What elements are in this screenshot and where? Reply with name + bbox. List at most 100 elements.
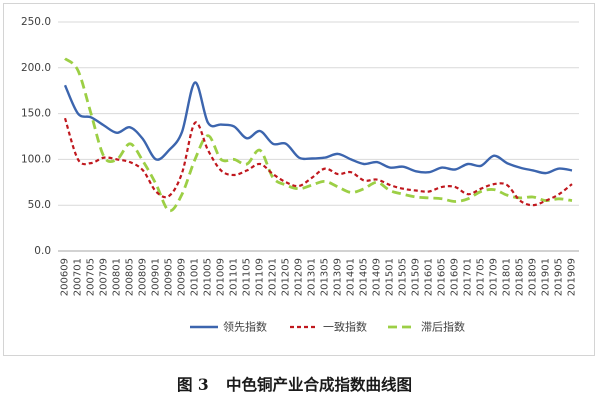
y-axis-tick-labels: 0.0 50.0 100.0 150.0 200.0 250.0 — [21, 16, 51, 257]
coincident-index-point — [232, 173, 236, 177]
leading-index-point — [297, 156, 301, 160]
lagging-index-point — [492, 188, 496, 192]
leading-index-point — [349, 157, 353, 161]
leading-index-point — [440, 166, 444, 170]
x-tick-label: 200901 — [151, 258, 162, 296]
leading-index-point — [323, 156, 327, 160]
lagging-index-point — [453, 200, 457, 204]
lagging-index-point — [154, 182, 158, 186]
x-tick-label: 200709 — [99, 258, 110, 296]
leading-index-point — [401, 165, 405, 169]
x-tick-label: 201505 — [398, 258, 409, 296]
x-tick-label: 201201 — [268, 258, 279, 296]
coincident-index-point — [115, 157, 119, 161]
leading-index-point — [414, 169, 418, 173]
coincident-index-point — [375, 178, 379, 182]
x-tick-label: 201501 — [385, 258, 396, 296]
leading-index-point — [102, 124, 106, 128]
figure-label: 图 3 — [177, 375, 209, 394]
lagging-index-point — [245, 162, 249, 166]
lagging-index-point — [401, 192, 405, 196]
leading-index-point — [232, 124, 236, 128]
lagging-index-point — [362, 187, 366, 191]
coincident-index-point — [362, 179, 366, 183]
leading-index-point — [284, 142, 288, 146]
lagging-index-point — [193, 157, 197, 161]
coincident-index-point — [219, 168, 223, 172]
leading-index-point — [115, 131, 119, 135]
leading-index-point — [362, 162, 366, 166]
leading-index-point — [271, 142, 275, 146]
y-tick-label: 200.0 — [21, 62, 51, 74]
leading-index-point — [531, 168, 535, 172]
coincident-index-point — [284, 180, 288, 184]
lagging-index-point — [531, 195, 535, 199]
x-tick-label: 201005 — [203, 258, 214, 296]
y-tick-label: 100.0 — [21, 153, 51, 165]
legend-label-lagging-index: 滞后指数 — [421, 320, 465, 334]
y-tick-label: 50.0 — [28, 199, 51, 211]
leading-index-point — [544, 171, 548, 175]
x-tick-label: 200805 — [125, 258, 136, 296]
coincident-index-point — [453, 185, 457, 189]
x-tick-label: 201405 — [359, 258, 370, 296]
leading-index-series — [63, 81, 573, 175]
x-tick-label: 201905 — [554, 258, 565, 296]
x-tick-label: 201605 — [437, 258, 448, 296]
legend: 领先指数 一致指数 滞后指数 — [190, 320, 465, 334]
leading-index-point — [557, 167, 561, 171]
coincident-index-point — [531, 203, 535, 207]
coincident-index-point — [336, 172, 340, 176]
coincident-index-series — [63, 117, 573, 207]
chart-frame — [3, 3, 595, 356]
lagging-index-point — [219, 157, 223, 161]
x-tick-label: 200909 — [177, 258, 188, 296]
x-axis-tick-labels: 200609 200701 200705 200709 200801 200805 2008… — [60, 258, 578, 296]
lagging-index-point — [414, 195, 418, 199]
x-tick-label: 201609 — [450, 258, 461, 296]
lagging-index-point — [349, 190, 353, 194]
coincident-index-line — [63, 117, 573, 207]
leading-index-point — [193, 81, 197, 85]
coincident-index-point — [557, 192, 561, 196]
legend-label-leading-index: 领先指数 — [223, 320, 267, 334]
coincident-index-point — [102, 156, 106, 160]
lagging-index-point — [336, 185, 340, 189]
coincident-index-point — [427, 190, 431, 194]
coincident-index-point — [518, 199, 522, 203]
leading-index-point — [245, 136, 249, 140]
leading-index-point — [375, 160, 379, 164]
lagging-index-line — [64, 57, 573, 213]
y-tick-label: 250.0 — [21, 16, 51, 28]
leading-index-point — [310, 157, 314, 161]
coincident-index-point — [89, 161, 93, 165]
x-tick-label: 200701 — [73, 258, 84, 296]
lagging-index-point — [440, 197, 444, 201]
lagging-index-point — [258, 148, 262, 152]
leading-index-point — [453, 168, 457, 172]
legend-item-leading-index: 领先指数 — [190, 320, 267, 334]
lagging-index-point — [141, 159, 145, 163]
leading-index-point — [388, 166, 392, 170]
x-tick-label: 201909 — [567, 258, 578, 296]
coincident-index-point — [388, 183, 392, 187]
coincident-index-point — [245, 168, 249, 172]
lagging-index-point — [557, 197, 561, 201]
leading-index-point — [154, 157, 158, 161]
lagging-index-point — [310, 183, 314, 187]
leading-index-point — [505, 161, 509, 165]
lagging-index-point — [388, 189, 392, 193]
x-tick-label: 201409 — [372, 258, 383, 296]
lagging-index-point — [63, 57, 67, 61]
x-tick-label: 201205 — [281, 258, 292, 296]
lagging-index-point — [128, 142, 132, 146]
leading-index-point — [141, 137, 145, 141]
coincident-index-point — [297, 184, 301, 188]
lagging-index-point — [570, 199, 574, 203]
x-tick-label: 201001 — [190, 258, 201, 296]
x-tick-label: 201801 — [502, 258, 513, 296]
x-tick-label: 201709 — [489, 258, 500, 296]
coincident-index-point — [310, 176, 314, 180]
coincident-index-point — [167, 194, 171, 198]
x-tick-label: 201701 — [463, 258, 474, 296]
